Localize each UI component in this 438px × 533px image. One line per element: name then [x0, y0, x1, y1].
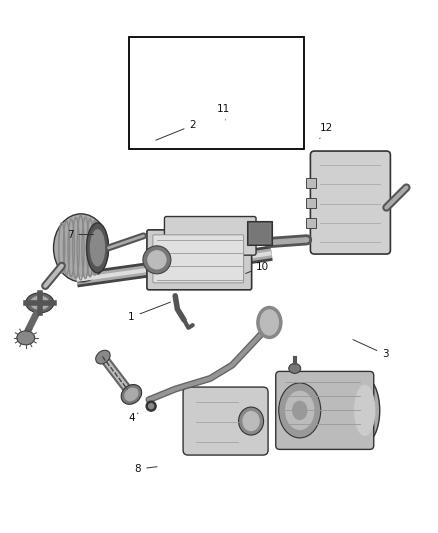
- Ellipse shape: [260, 310, 279, 335]
- Bar: [129, 37, 304, 149]
- Ellipse shape: [355, 385, 375, 435]
- Text: 12: 12: [320, 123, 333, 139]
- Ellipse shape: [91, 230, 105, 266]
- Text: 3: 3: [353, 340, 389, 359]
- Bar: [307, 217, 316, 228]
- Ellipse shape: [95, 350, 110, 364]
- FancyBboxPatch shape: [147, 230, 252, 290]
- Ellipse shape: [125, 388, 138, 401]
- Ellipse shape: [293, 401, 307, 419]
- Text: 7: 7: [67, 230, 94, 239]
- Bar: [307, 198, 316, 207]
- Ellipse shape: [279, 383, 321, 438]
- FancyBboxPatch shape: [276, 372, 374, 449]
- Circle shape: [148, 403, 154, 409]
- FancyBboxPatch shape: [183, 387, 268, 455]
- Circle shape: [146, 401, 156, 411]
- Ellipse shape: [17, 331, 35, 345]
- Bar: [247, 221, 272, 245]
- Ellipse shape: [53, 214, 109, 282]
- Ellipse shape: [26, 293, 54, 313]
- Text: 4: 4: [128, 413, 138, 423]
- Text: 1: 1: [128, 302, 170, 322]
- Ellipse shape: [257, 306, 282, 338]
- Text: 2: 2: [156, 120, 196, 140]
- Ellipse shape: [289, 364, 301, 374]
- Bar: [250, 223, 269, 243]
- Ellipse shape: [31, 296, 49, 309]
- Text: 8: 8: [134, 464, 157, 474]
- Ellipse shape: [87, 223, 109, 273]
- Text: 10: 10: [246, 262, 269, 273]
- Circle shape: [143, 246, 171, 274]
- Ellipse shape: [243, 411, 259, 431]
- Ellipse shape: [121, 384, 141, 405]
- FancyBboxPatch shape: [164, 216, 256, 255]
- FancyBboxPatch shape: [153, 235, 244, 283]
- Text: 11: 11: [217, 104, 230, 120]
- Ellipse shape: [239, 407, 264, 435]
- Bar: [307, 177, 316, 188]
- FancyBboxPatch shape: [311, 151, 390, 254]
- Circle shape: [148, 251, 166, 269]
- Ellipse shape: [350, 378, 380, 443]
- Ellipse shape: [286, 391, 314, 430]
